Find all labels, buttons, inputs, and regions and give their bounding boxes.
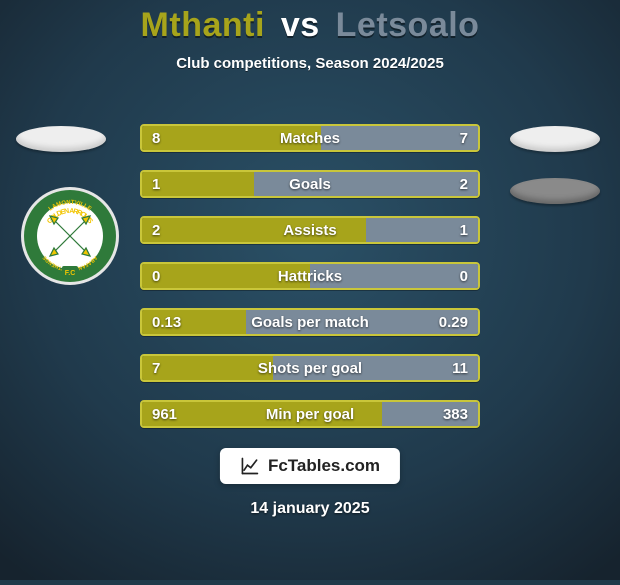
stat-bar-right-value: 383 xyxy=(433,402,478,426)
stat-bar: Matches87 xyxy=(140,124,480,152)
stat-bar-right-value: 2 xyxy=(450,172,478,196)
team-badge: LAMONTVILLE GOLDEN ARROWS ABAFANA BES'TH… xyxy=(20,186,120,286)
stat-bar-right-value: 0.29 xyxy=(429,310,478,334)
right-badge-placeholder-bottom xyxy=(510,178,600,204)
stat-bar: Min per goal961383 xyxy=(140,400,480,428)
stat-bar-right-value: 7 xyxy=(450,126,478,150)
content-root: Mthanti vs Letsoalo Club competitions, S… xyxy=(0,0,620,580)
stat-bar-left-value: 961 xyxy=(142,402,187,426)
subtitle: Club competitions, Season 2024/2025 xyxy=(176,55,444,72)
stat-bar-right-fill xyxy=(254,172,478,196)
comparison-bars: Matches87Goals12Assists21Hattricks00Goal… xyxy=(140,124,480,428)
stat-bar-left-value: 7 xyxy=(142,356,170,380)
stat-bar: Assists21 xyxy=(140,216,480,244)
stat-bar-right-value: 0 xyxy=(450,264,478,288)
stat-bar-left-value: 0.13 xyxy=(142,310,191,334)
stat-bar-left-value: 8 xyxy=(142,126,170,150)
badge-fc: F.C xyxy=(65,270,76,277)
player1-name: Mthanti xyxy=(141,6,265,44)
chart-icon xyxy=(240,456,260,476)
stat-bar-left-value: 0 xyxy=(142,264,170,288)
left-badge-placeholder xyxy=(16,126,106,152)
stat-bar-left-fill xyxy=(142,218,366,242)
title-vs: vs xyxy=(281,6,320,44)
stat-bar: Goals12 xyxy=(140,170,480,198)
stat-bar: Shots per goal711 xyxy=(140,354,480,382)
player2-name: Letsoalo xyxy=(336,6,480,44)
stat-bar: Hattricks00 xyxy=(140,262,480,290)
stat-bar-right-value: 1 xyxy=(450,218,478,242)
right-badge-placeholder-top xyxy=(510,126,600,152)
footer-brand: FcTables.com xyxy=(220,448,400,484)
team-badge-svg: LAMONTVILLE GOLDEN ARROWS ABAFANA BES'TH… xyxy=(20,186,120,286)
stat-bar-left-value: 1 xyxy=(142,172,170,196)
stat-bar-right-value: 11 xyxy=(442,356,478,380)
stat-bar-left-value: 2 xyxy=(142,218,170,242)
date-text: 14 january 2025 xyxy=(250,500,369,518)
page-title: Mthanti vs Letsoalo xyxy=(141,6,480,45)
stat-bar: Goals per match0.130.29 xyxy=(140,308,480,336)
footer-brand-text: FcTables.com xyxy=(268,456,380,476)
